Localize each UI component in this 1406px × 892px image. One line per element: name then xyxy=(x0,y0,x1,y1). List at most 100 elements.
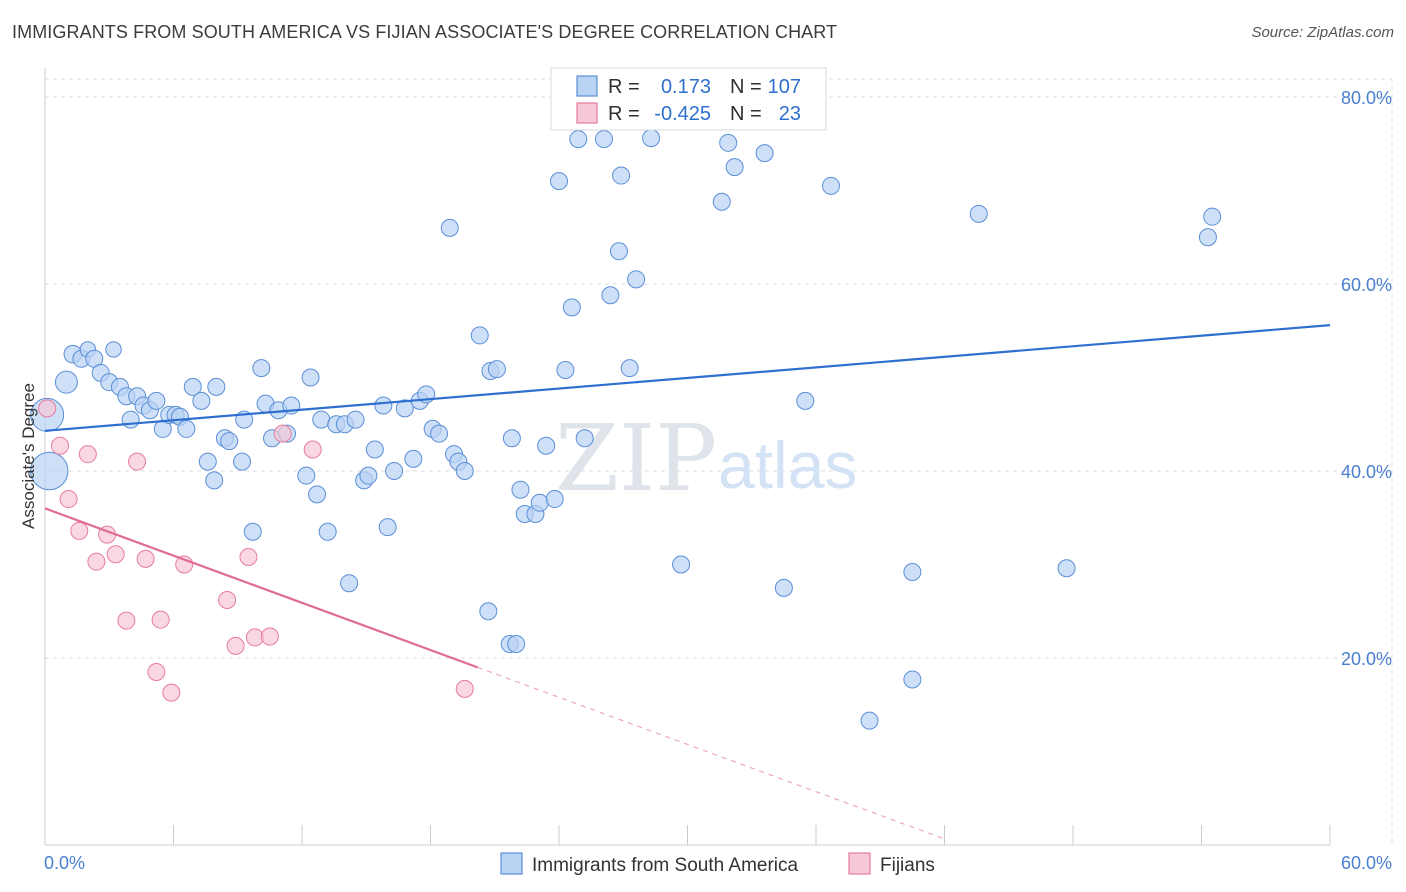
y-tick-label: 60.0% xyxy=(1341,275,1392,295)
point-immigrants xyxy=(562,298,581,317)
point-immigrants xyxy=(712,192,731,211)
point-immigrants xyxy=(609,242,628,261)
point-immigrants xyxy=(774,578,793,597)
point-immigrants xyxy=(395,399,414,418)
point-immigrants xyxy=(233,452,252,471)
watermark-zip: ZIP xyxy=(555,405,717,512)
point-fijians xyxy=(106,545,125,564)
point-immigrants xyxy=(860,711,879,730)
x-tick-label: 0.0% xyxy=(44,853,85,873)
point-immigrants xyxy=(307,485,326,504)
point-immigrants xyxy=(177,419,196,438)
point-immigrants xyxy=(365,440,384,459)
y-tick-label: 40.0% xyxy=(1341,462,1392,482)
axes-layer: 20.0% 40.0% 60.0% 80.0% 0.0% 60.0% xyxy=(44,68,1392,873)
point-immigrants xyxy=(430,424,449,443)
point-immigrants xyxy=(312,410,331,429)
point-immigrants xyxy=(601,286,620,305)
stats-legend: R = 0.173 N = 107 R = -0.425 N = 23 xyxy=(550,67,827,131)
point-immigrants xyxy=(192,391,211,410)
point-immigrants xyxy=(1057,559,1076,578)
stats-n-label-blue: N = xyxy=(730,76,762,98)
legend-swatch-fijians xyxy=(848,852,871,875)
point-immigrants xyxy=(318,522,337,541)
point-immigrants xyxy=(537,436,556,455)
point-immigrants xyxy=(183,377,202,396)
trend-line-immigrants xyxy=(44,324,1331,432)
point-fijians xyxy=(70,521,89,540)
chart-title: IMMIGRANTS FROM SOUTH AMERICA VS FIJIAN … xyxy=(12,22,838,42)
point-immigrants xyxy=(54,370,78,394)
stats-legend-swatch-pink xyxy=(576,102,598,124)
watermark: ZIP atlas xyxy=(555,405,857,512)
point-immigrants xyxy=(440,218,459,237)
trend-line-fijians xyxy=(44,507,478,669)
stats-n-value-blue: 107 xyxy=(768,76,801,98)
x-tick-label: 60.0% xyxy=(1341,853,1392,873)
point-fijians xyxy=(151,610,170,629)
point-immigrants xyxy=(121,410,140,429)
trend-layer xyxy=(44,324,1331,840)
stats-r-label-blue: R = xyxy=(608,76,640,98)
point-immigrants xyxy=(569,130,588,149)
point-immigrants xyxy=(30,451,69,491)
stats-n-label-pink: N = xyxy=(730,103,762,125)
point-immigrants xyxy=(479,602,498,621)
trend-line-fijians-extension xyxy=(477,666,945,840)
bottom-legend: Immigrants from South America Fijians xyxy=(500,852,935,876)
point-immigrants xyxy=(620,359,639,378)
point-fijians xyxy=(136,549,155,568)
point-immigrants xyxy=(359,466,378,485)
point-immigrants xyxy=(556,361,575,380)
watermark-atlas: atlas xyxy=(718,428,857,502)
point-immigrants xyxy=(207,377,226,396)
point-immigrants xyxy=(725,158,744,177)
point-immigrants xyxy=(550,172,568,191)
point-immigrants xyxy=(612,166,631,185)
point-fijians xyxy=(260,627,279,646)
legend-label-immigrants: Immigrants from South America xyxy=(532,855,799,876)
point-immigrants xyxy=(502,429,521,448)
point-immigrants xyxy=(105,341,122,358)
point-fijians xyxy=(162,683,181,702)
point-immigrants xyxy=(340,574,359,593)
point-immigrants xyxy=(147,391,166,410)
point-immigrants xyxy=(470,326,489,345)
point-fijians xyxy=(78,445,97,464)
point-immigrants xyxy=(575,429,594,448)
point-immigrants xyxy=(1198,228,1217,247)
point-fijians xyxy=(218,591,237,610)
point-immigrants xyxy=(672,555,691,574)
point-fijians xyxy=(455,679,474,698)
point-fijians xyxy=(226,636,245,655)
y-axis-label: Associate's Degree xyxy=(19,383,38,529)
point-fijians xyxy=(38,399,57,418)
point-immigrants xyxy=(404,449,423,468)
point-immigrants xyxy=(198,452,217,471)
point-immigrants xyxy=(374,396,393,415)
point-immigrants xyxy=(903,562,922,581)
point-immigrants xyxy=(755,144,774,163)
point-immigrants xyxy=(627,270,646,289)
point-immigrants xyxy=(719,133,738,152)
source-credit: Source: ZipAtlas.com xyxy=(1251,24,1394,41)
stats-n-value-pink: 23 xyxy=(779,103,801,125)
point-immigrants xyxy=(1203,207,1222,226)
point-immigrants xyxy=(821,176,840,195)
point-immigrants xyxy=(530,493,549,512)
point-fijians xyxy=(50,436,69,455)
point-immigrants xyxy=(594,130,613,149)
point-immigrants xyxy=(487,360,506,379)
point-immigrants xyxy=(220,432,239,451)
point-immigrants xyxy=(243,522,262,541)
point-immigrants xyxy=(385,462,404,480)
stats-r-value-blue: 0.173 xyxy=(661,76,711,98)
stats-r-label-pink: R = xyxy=(608,103,640,125)
point-immigrants xyxy=(796,391,815,410)
point-immigrants xyxy=(378,518,397,537)
stats-legend-swatch-blue xyxy=(576,75,598,97)
points-layer xyxy=(30,129,1222,730)
point-fijians xyxy=(245,628,264,647)
legend-swatch-immigrants xyxy=(500,852,523,875)
